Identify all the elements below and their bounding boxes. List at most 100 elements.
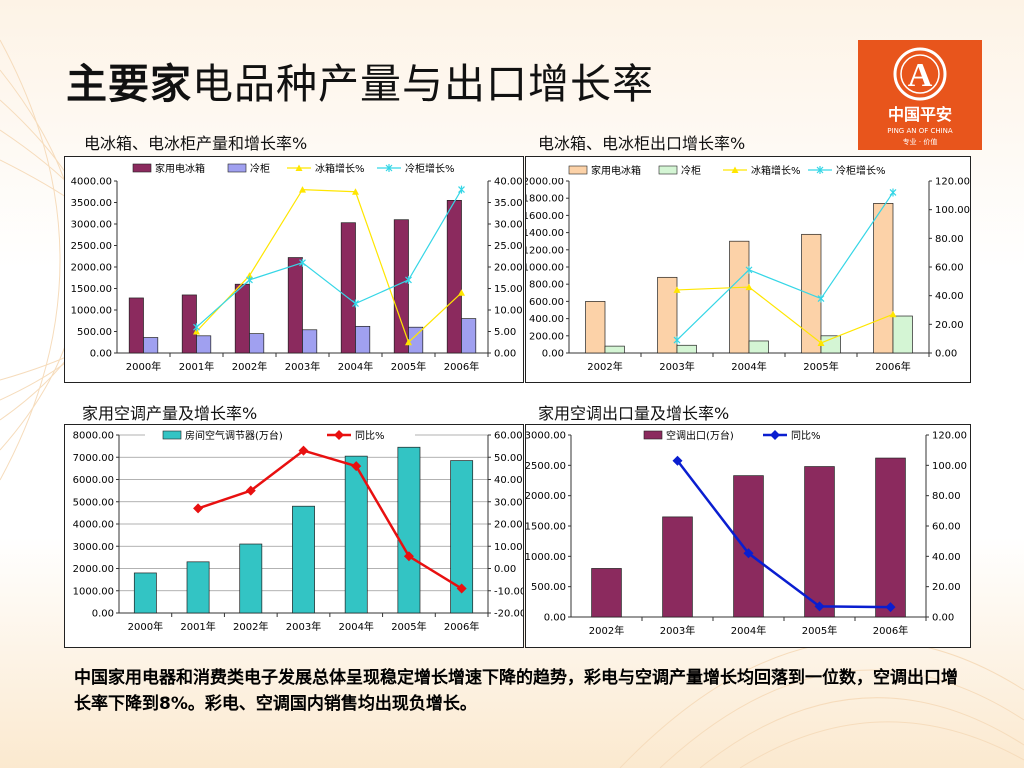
series-line (196, 189, 463, 328)
chart3-panel: 0.00 1000.00 2000.00 3000.00 4000.00 5000.00 6… (64, 424, 524, 648)
slide-title-bold: 主要家 (66, 60, 192, 108)
bar (143, 337, 159, 354)
y-tick-label-left: 1000.00 (71, 306, 112, 317)
y-tick-label-left: 600.00 (529, 297, 564, 308)
bar (676, 344, 697, 354)
x-tick-label: 2006年 (444, 620, 479, 633)
bar (873, 203, 894, 354)
x-tick-label: 2001年 (179, 360, 214, 373)
logo-inner-ring (900, 54, 940, 94)
y-tick-label-left: 2500.00 (71, 241, 112, 252)
y-tick-label-left: 1500.00 (526, 522, 566, 533)
y-tick-label-left: 4000.00 (71, 177, 112, 188)
bar (287, 257, 303, 354)
chart2-panel: 0.00 200.00 400.00 600.00 800.00 1000.00 1200.… (525, 156, 971, 383)
bar (729, 240, 750, 354)
y-tick-label-left: 2000.00 (73, 564, 114, 575)
bar (657, 276, 678, 354)
legend-marker (770, 430, 780, 440)
y-tick-label-left: 0.00 (92, 609, 114, 620)
y-tick-label-left: 0.00 (544, 613, 566, 624)
data-point (743, 548, 754, 559)
y-tick-label-right: 80.00 (932, 491, 961, 502)
bar (748, 340, 769, 354)
y-tick-label-right: 10.00 (494, 542, 523, 553)
bar (344, 455, 368, 614)
y-tick-label-right: 60.00 (494, 431, 523, 442)
data-point (817, 339, 825, 346)
data-point (456, 583, 467, 594)
y-tick-label-right: 40.00 (494, 177, 523, 188)
data-point (299, 258, 306, 267)
y-tick-label-left: 3000.00 (73, 542, 114, 553)
chart1-panel: 0.00 500.00 1000.00 1500.00 2000.00 2500.00 30… (64, 156, 524, 383)
x-tick-label: 2001年 (180, 620, 215, 633)
x-tick-label: 2003年 (660, 624, 695, 637)
legend-swatch (568, 165, 588, 175)
bar (186, 561, 210, 614)
bar (804, 466, 835, 618)
bar (234, 283, 250, 354)
data-point (673, 286, 681, 293)
bar (585, 301, 606, 354)
legend-swatch (132, 163, 152, 173)
y-tick-label-left: 1000.00 (526, 552, 566, 563)
legend-marker (385, 164, 393, 172)
y-tick-label-left: 500.00 (531, 582, 566, 593)
chart4-panel: 0.00 500.00 1000.00 1500.00 2000.00 2500.00 30… (525, 424, 971, 648)
legend-box (626, 427, 851, 443)
x-tick-label: 2003年 (286, 620, 321, 633)
bar (820, 335, 841, 354)
y-tick-label-left: 1200.00 (526, 245, 564, 256)
legend-swatch (643, 430, 663, 440)
legend-label: 冷柜 (681, 164, 701, 177)
bar (302, 329, 318, 354)
x-tick-label: 2004年 (338, 360, 373, 373)
y-tick-label-right: 5.00 (494, 327, 516, 338)
y-tick-label-right: -20.00 (494, 609, 523, 620)
data-point (351, 461, 362, 472)
x-tick-label: 2004年 (731, 624, 766, 637)
series-line (676, 192, 894, 341)
y-tick-label-left: 1000.00 (73, 586, 114, 597)
y-tick-label-right: 0.00 (494, 349, 516, 360)
y-tick-label-right: 20.00 (935, 320, 964, 331)
bar (397, 446, 421, 614)
legend-swatch (162, 430, 182, 440)
legend-swatch (227, 163, 247, 173)
x-tick-label: 2003年 (285, 360, 320, 373)
bar (196, 335, 212, 354)
y-tick-label-right: -10.00 (494, 586, 523, 597)
data-point (405, 275, 412, 284)
y-tick-label-right: 60.00 (935, 263, 964, 274)
y-tick-label-right: 120.00 (932, 431, 967, 442)
x-tick-label: 2006年 (873, 624, 908, 637)
y-tick-label-left: 1800.00 (526, 194, 564, 205)
legend-box (145, 427, 415, 443)
y-tick-label-right: 10.00 (494, 306, 523, 317)
data-point (193, 323, 200, 332)
legend-label: 冷柜 (250, 162, 270, 175)
legend-swatch (658, 165, 678, 175)
y-tick-label-left: 400.00 (529, 314, 564, 325)
x-tick-label: 2005年 (802, 624, 837, 637)
series-line (676, 286, 894, 344)
summary-note: 中国家用电器和消费类电子发展总体呈现稳定增长增速下降的趋势，彩电与空调产量增长均… (74, 668, 958, 714)
data-point (745, 283, 753, 291)
y-tick-label-left: 3000.00 (526, 431, 566, 442)
y-tick-label-right: 40.00 (932, 552, 961, 563)
y-tick-label-left: 200.00 (529, 331, 564, 342)
y-tick-label-right: 60.00 (932, 522, 961, 533)
y-tick-label-left: 4000.00 (73, 520, 114, 531)
company-logo: A 中国平安 PING AN OF CHINA 专业 · 价值 (858, 40, 982, 150)
y-tick-label-right: 0.00 (494, 564, 516, 575)
bar (181, 294, 197, 354)
chart4-title: 家用空调出口量及增长率% (538, 404, 730, 423)
x-tick-label: 2000年 (126, 360, 161, 373)
legend-label: 冰箱增长% (315, 162, 365, 175)
data-point (298, 445, 309, 456)
y-tick-label-right: 25.00 (494, 241, 523, 252)
y-tick-label-left: 6000.00 (73, 475, 114, 486)
y-tick-label-left: 1400.00 (526, 228, 564, 239)
bar (249, 333, 265, 354)
